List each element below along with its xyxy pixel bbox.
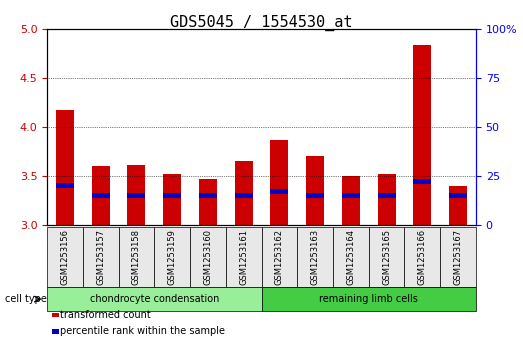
Bar [378,193,395,198]
Bar [199,193,217,198]
Text: GDS5045 / 1554530_at: GDS5045 / 1554530_at [170,15,353,31]
Bar [270,140,288,225]
Text: GSM1253159: GSM1253159 [168,229,177,285]
Bar [163,174,181,225]
Bar [413,45,431,225]
Bar [199,179,217,225]
Bar [235,161,253,225]
Bar [56,183,74,188]
Bar [56,110,74,225]
Text: transformed count: transformed count [60,310,151,320]
Text: GSM1253167: GSM1253167 [453,229,462,285]
Text: GSM1253165: GSM1253165 [382,229,391,285]
Bar [342,176,360,225]
Text: GSM1253164: GSM1253164 [346,229,355,285]
Text: GSM1253158: GSM1253158 [132,229,141,285]
Bar [449,186,467,225]
Text: percentile rank within the sample: percentile rank within the sample [60,326,225,337]
Text: GSM1253161: GSM1253161 [239,229,248,285]
Text: GSM1253162: GSM1253162 [275,229,284,285]
Text: cell type: cell type [5,294,47,304]
Text: GSM1253166: GSM1253166 [418,229,427,285]
Bar [342,193,360,198]
Text: GSM1253156: GSM1253156 [61,229,70,285]
Bar [235,193,253,198]
Bar [92,166,110,225]
Text: GSM1253163: GSM1253163 [311,229,320,285]
Bar [270,189,288,194]
Bar [413,179,431,184]
Bar [306,193,324,198]
Text: GSM1253160: GSM1253160 [203,229,212,285]
Text: remaining limb cells: remaining limb cells [319,294,418,304]
Bar [306,156,324,225]
Bar [378,174,395,225]
Bar [92,193,110,198]
Text: GSM1253157: GSM1253157 [96,229,105,285]
Bar [128,193,145,198]
Text: chondrocyte condensation: chondrocyte condensation [89,294,219,304]
Bar [128,165,145,225]
Bar [163,193,181,198]
Bar [449,193,467,198]
